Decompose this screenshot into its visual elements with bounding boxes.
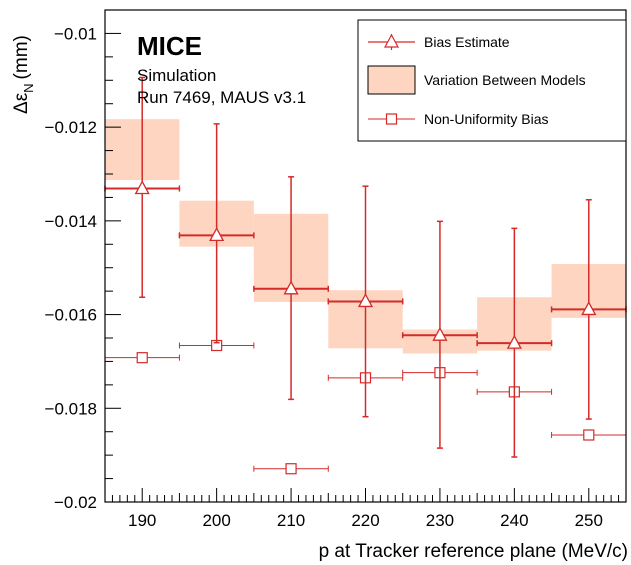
legend-item-variation: Variation Between Models: [367, 65, 586, 95]
legend-label-bias-estimate: Bias Estimate: [424, 34, 510, 50]
y-tick-label-3: −0.014: [45, 212, 97, 231]
x-tick-label-210: 210: [277, 511, 305, 530]
x-tick-label-200: 200: [202, 511, 230, 530]
simulation-label: Simulation: [137, 66, 216, 85]
nu-point-6: [583, 429, 595, 441]
bias-point-3: [357, 293, 374, 308]
bias-point-5: [506, 334, 522, 349]
legend-item-bias-estimate: Bias Estimate: [368, 33, 510, 50]
x-tick-label-230: 230: [426, 511, 454, 530]
legend: Bias Estimate Variation Between Models N…: [357, 19, 627, 142]
x-tick-label-190: 190: [128, 511, 156, 530]
y-axis-title-symbol: Δε: [11, 92, 32, 114]
x-tick-label-240: 240: [500, 511, 528, 530]
nu-point-0: [136, 352, 148, 364]
y-tick-label-5: −0.01: [54, 24, 97, 43]
bias-point-2: [283, 280, 299, 295]
x-axis-title: p at Tracker reference plane (MeV/c): [319, 541, 628, 562]
legend-item-non-uniformity: Non-Uniformity Bias: [368, 111, 548, 127]
y-axis: −0.02 −0.018 −0.016 −0.014 −0.012 −0.01: [45, 9, 121, 512]
svg-text:ΔεN(mm): ΔεN (mm): [11, 35, 36, 114]
y-axis-title-unit: (mm): [11, 35, 32, 79]
legend-triangle-icon: [383, 33, 400, 48]
legend-label-variation: Variation Between Models: [424, 72, 586, 88]
bias-estimate-series: [104, 76, 627, 458]
bias-point-6: [581, 301, 597, 316]
y-tick-label-2: −0.016: [45, 306, 97, 325]
bias-point-1: [209, 227, 225, 242]
x-tick-label-250: 250: [575, 511, 603, 530]
x-axis: 190 200 210 220 230 240 250: [104, 488, 627, 530]
y-axis-title: ΔεN (mm): [11, 35, 36, 114]
experiment-label: MICE: [137, 31, 202, 61]
x-tick-label-220: 220: [351, 511, 379, 530]
legend-band-swatch: [367, 65, 416, 95]
legend-square-icon: [385, 113, 398, 125]
run-label: Run 7469, MAUS v3.1: [137, 88, 306, 107]
y-tick-label-4: −0.012: [45, 118, 97, 137]
y-tick-label-0: −0.02: [54, 493, 97, 512]
nu-point-2: [285, 463, 297, 475]
y-axis-title-subscript: N: [21, 83, 36, 92]
y-tick-label-1: −0.018: [45, 399, 97, 418]
bias-point-0: [134, 180, 150, 195]
bias-point-4: [432, 326, 448, 341]
legend-label-non-uniformity: Non-Uniformity Bias: [424, 111, 548, 127]
